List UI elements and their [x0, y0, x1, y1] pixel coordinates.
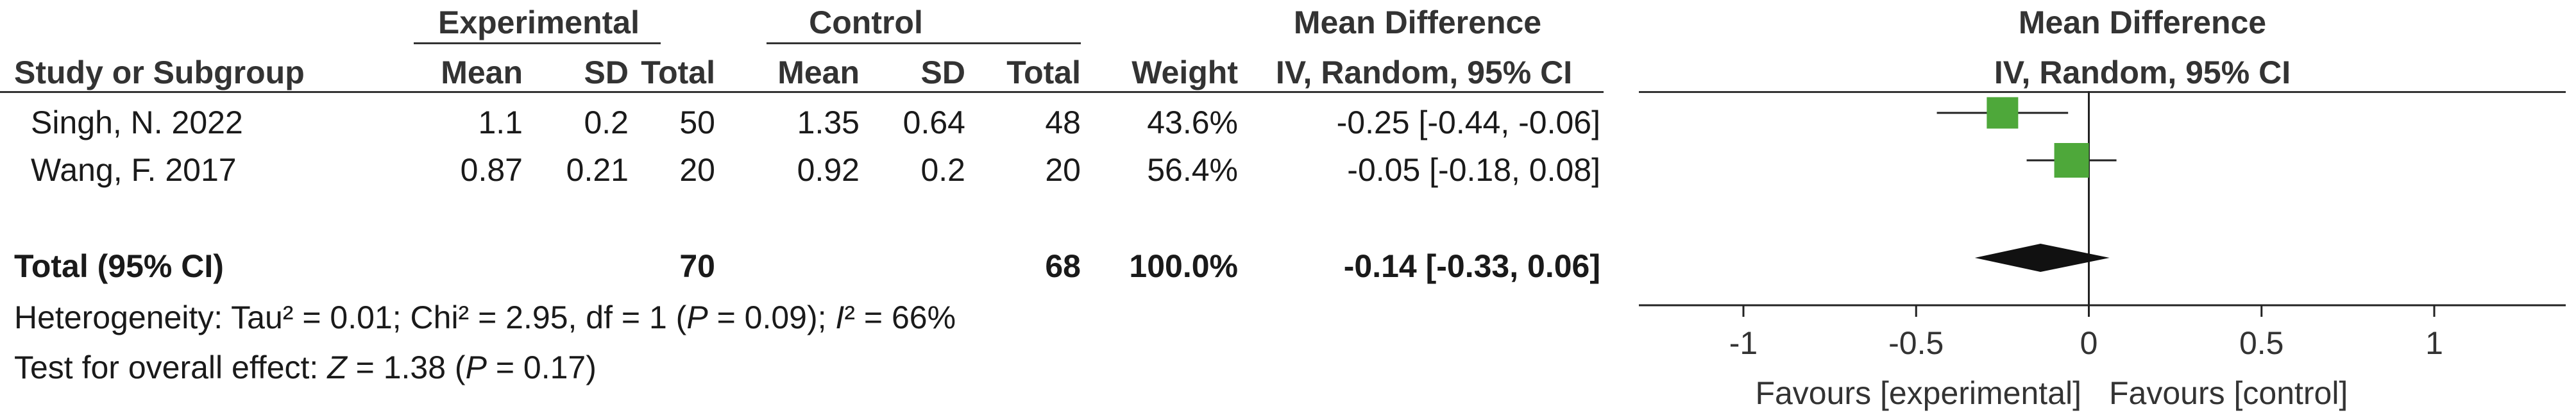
- overall-effect-line: Test for overall effect: Z = 1.38 (P = 0…: [14, 351, 597, 384]
- ctrl-sd: 0.64: [902, 105, 965, 140]
- heterogeneity-prefix: Heterogeneity: Tau² = 0.01; Chi² = 2.95,…: [14, 299, 687, 335]
- md-column-header: IV, Random, 95% CI: [1275, 55, 1573, 90]
- weight-value: 56.4%: [1147, 152, 1238, 188]
- experimental-group-header: Experimental: [437, 4, 640, 40]
- ctrl-total-column-header: Total: [1006, 55, 1081, 90]
- total-weight: 100.0%: [1129, 248, 1238, 284]
- exp-sd-column-header: SD: [584, 55, 629, 90]
- ctrl-mean-column-header: Mean: [777, 55, 860, 90]
- ctrl-total: 48: [1045, 105, 1081, 140]
- favours-experimental-label: Favours [experimental]: [1755, 375, 2081, 411]
- study-name: Wang, F. 2017: [31, 152, 237, 188]
- total-md: -0.14 [-0.33, 0.06]: [1343, 248, 1600, 284]
- study-name: Singh, N. 2022: [31, 105, 243, 140]
- heterogeneity-i-symbol: I: [835, 299, 845, 335]
- overall-suffix: = 0.17): [486, 350, 597, 385]
- ctrl-total: 20: [1045, 152, 1081, 188]
- overall-p-symbol: P: [465, 350, 487, 385]
- exp-total-column-header: Total: [641, 55, 715, 90]
- md-value: -0.05 [-0.18, 0.08]: [1347, 152, 1600, 188]
- exp-mean: 0.87: [460, 152, 523, 188]
- x-tick-label: 1: [2425, 325, 2443, 361]
- study-column-header: Study or Subgroup: [14, 55, 305, 90]
- pooled-diamond: [1974, 244, 2110, 272]
- favours-control-label: Favours [control]: [2109, 375, 2348, 411]
- overall-z-symbol: Z: [327, 350, 347, 385]
- table-header-rule: [0, 91, 1604, 93]
- exp-mean-column-header: Mean: [441, 55, 523, 90]
- x-tick-label: -0.5: [1888, 325, 1944, 361]
- ctrl-sd: 0.2: [920, 152, 965, 188]
- overall-mid: = 1.38 (: [346, 350, 466, 385]
- exp-total: 20: [679, 152, 715, 188]
- study-effect-box: [1987, 97, 2019, 129]
- exp-sd: 0.21: [566, 152, 629, 188]
- mean-difference-header: Mean Difference: [1293, 4, 1542, 40]
- ctrl-mean: 0.92: [797, 152, 860, 188]
- control-underline: [767, 42, 1081, 44]
- study-markers: [1936, 97, 2117, 178]
- weight-value: 43.6%: [1147, 105, 1238, 140]
- ctrl-sd-column-header: SD: [920, 55, 965, 90]
- x-tick-label: 0: [2080, 325, 2098, 361]
- plot-subtitle: IV, Random, 95% CI: [1994, 55, 2291, 90]
- total-label: Total (95% CI): [14, 248, 224, 284]
- x-tick-label: 0.5: [2239, 325, 2284, 361]
- experimental-underline: [414, 42, 661, 44]
- md-value: -0.25 [-0.44, -0.06]: [1336, 105, 1600, 140]
- ctrl-mean: 1.35: [797, 105, 860, 140]
- exp-mean: 1.1: [478, 105, 523, 140]
- plot-header-rule: [1639, 91, 2566, 93]
- overall-prefix: Test for overall effect:: [14, 350, 328, 385]
- heterogeneity-suffix: ² = 66%: [844, 299, 956, 335]
- heterogeneity-p-symbol: P: [686, 299, 708, 335]
- heterogeneity-line: Heterogeneity: Tau² = 0.01; Chi² = 2.95,…: [14, 301, 956, 333]
- exp-total: 50: [679, 105, 715, 140]
- weight-column-header: Weight: [1131, 55, 1238, 90]
- heterogeneity-mid: = 0.09);: [708, 299, 836, 335]
- control-group-header: Control: [809, 4, 923, 40]
- x-axis-ticks: -1 -0.5 0 0.5 1: [1729, 305, 2443, 361]
- exp-total-sum: 70: [679, 248, 715, 284]
- study-effect-box: [2054, 143, 2089, 178]
- ctrl-total-sum: 68: [1045, 248, 1081, 284]
- plot-title: Mean Difference: [2018, 4, 2267, 40]
- exp-sd: 0.2: [584, 105, 629, 140]
- x-tick-label: -1: [1729, 325, 1758, 361]
